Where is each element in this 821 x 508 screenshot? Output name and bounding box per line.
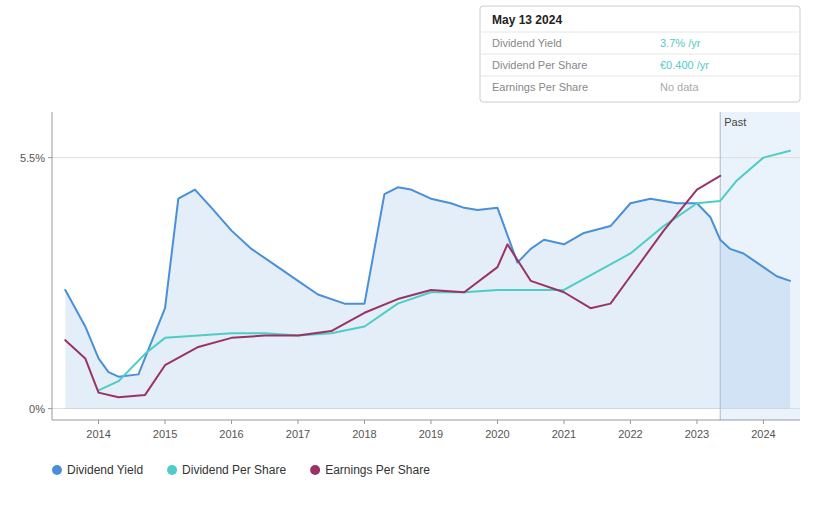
x-tick (364, 420, 365, 424)
x-tick (696, 420, 697, 424)
x-tick-label: 2021 (552, 428, 576, 440)
x-tick (497, 420, 498, 424)
chart: 2014 2015 2016 2017 2018 2019 2020 2021 2022 2023… (0, 0, 821, 508)
x-tick (630, 420, 631, 424)
x-tick (98, 420, 99, 424)
grid-line (52, 157, 800, 158)
legend-label: Earnings Per Share (325, 463, 430, 477)
y-axis-line (52, 112, 53, 420)
x-tick-label: 2019 (419, 428, 443, 440)
legend-marker (52, 465, 62, 475)
y-tick-label: 0% (29, 403, 45, 415)
x-tick-label: 2024 (751, 428, 775, 440)
series-line (65, 187, 790, 376)
x-tick-label: 2017 (286, 428, 310, 440)
callout-value: €0.400 /yr (660, 59, 709, 71)
x-tick-label: 2022 (618, 428, 642, 440)
callout-divider (481, 54, 799, 55)
callout: May 13 2024 Dividend Yield 3.7% /yr Dividen… (480, 6, 800, 102)
callout-value: No data (660, 81, 699, 93)
x-tick-label: 2020 (485, 428, 509, 440)
legend: Dividend Yield Dividend Per Share Earnings… (52, 463, 430, 477)
callout-label: Dividend Yield (492, 37, 562, 49)
x-tick (231, 420, 232, 424)
x-axis-line (52, 420, 800, 421)
callout-divider (481, 32, 799, 33)
callout-title: May 13 2024 (492, 13, 562, 27)
legend-marker (167, 465, 177, 475)
y-tick-label: 5.5% (20, 152, 45, 164)
series-line (65, 176, 720, 397)
y-tick (48, 157, 52, 158)
y-tick (48, 408, 52, 409)
x-tick-label: 2018 (352, 428, 376, 440)
x-tick-label: 2023 (685, 428, 709, 440)
x-tick (430, 420, 431, 424)
x-tick (165, 420, 166, 424)
x-tick-label: 2016 (219, 428, 243, 440)
x-tick (298, 420, 299, 424)
x-tick (563, 420, 564, 424)
callout-value: 3.7% /yr (660, 37, 701, 49)
legend-label: Dividend Yield (67, 463, 143, 477)
callout-label: Dividend Per Share (492, 59, 587, 71)
callout-box (480, 6, 800, 102)
legend-marker (310, 465, 320, 475)
callout-divider (481, 76, 799, 77)
x-tick-label: 2014 (86, 428, 110, 440)
plot-area (52, 112, 800, 420)
separator-line (720, 112, 721, 420)
legend-label: Dividend Per Share (182, 463, 286, 477)
annotation-text: Past (724, 116, 746, 128)
x-tick (763, 420, 764, 424)
area-fill (65, 187, 790, 408)
x-tick-label: 2015 (153, 428, 177, 440)
series-line (99, 151, 790, 391)
callout-label: Earnings Per Share (492, 81, 588, 93)
